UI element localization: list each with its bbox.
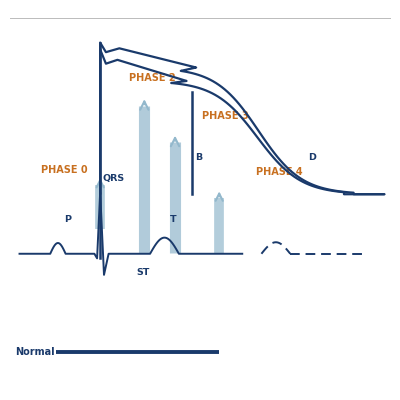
Text: PHASE 0: PHASE 0	[41, 165, 87, 175]
Text: P: P	[64, 215, 71, 224]
Text: B: B	[195, 153, 202, 162]
Text: ST: ST	[137, 268, 150, 277]
Text: PHASE 3: PHASE 3	[202, 111, 248, 121]
Text: Normal: Normal	[15, 347, 54, 357]
Text: PHASE 4: PHASE 4	[256, 167, 302, 177]
Text: D: D	[308, 153, 316, 162]
Text: T: T	[170, 215, 177, 224]
Text: QRS: QRS	[102, 174, 124, 183]
Text: PHASE 2: PHASE 2	[129, 73, 176, 83]
